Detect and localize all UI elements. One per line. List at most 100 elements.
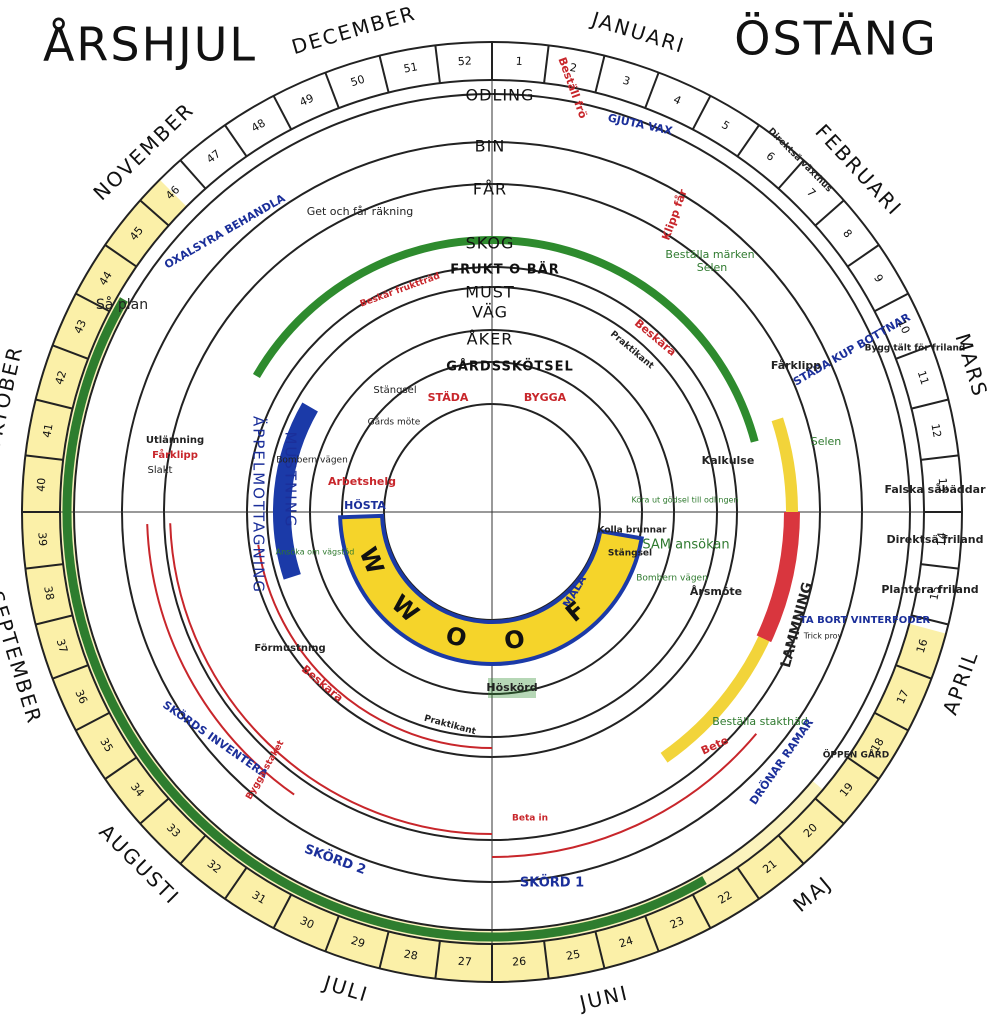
ring-label: BIN: [475, 137, 506, 156]
week-label: 25: [565, 947, 581, 962]
week-label: 43: [71, 318, 89, 336]
month-label: JULI: [319, 970, 372, 1007]
activity: Årsmöte: [690, 585, 742, 598]
week-tick: [272, 95, 293, 130]
week-tick: [736, 124, 760, 158]
activity: Get och får räkning: [307, 205, 414, 218]
ring-label: FRUKT O BÄR: [450, 262, 559, 278]
activity: Slakt: [148, 465, 173, 476]
activity: Falska såbäddar: [884, 483, 986, 496]
week-tick: [35, 614, 73, 626]
activity: SAM ansökan: [642, 538, 729, 553]
week-tick: [52, 664, 89, 680]
week-tick: [224, 866, 248, 900]
week-tick: [324, 72, 340, 109]
week-label: 2: [569, 61, 578, 75]
week-tick: [179, 159, 207, 190]
activity: Arbetshelg: [328, 475, 396, 488]
activity: Klipp får: [659, 187, 690, 242]
activity: Fårklipp: [771, 359, 821, 372]
week-tick: [104, 244, 138, 268]
activity: Trick prov: [803, 632, 843, 641]
week-label: 48: [249, 116, 268, 134]
activity: Fårklipp: [152, 448, 198, 461]
ring-label: ÅKER: [467, 330, 514, 349]
activity: Beta in: [512, 814, 548, 824]
week-label: 8: [840, 227, 855, 241]
red-arc: [491, 733, 758, 858]
week-tick: [139, 199, 170, 227]
week-label: 49: [298, 91, 316, 109]
week-tick: [594, 55, 606, 93]
activity: Förmustning: [254, 643, 325, 654]
red-arrow-arc: [146, 524, 295, 796]
activity: Beställa stakthäd: [712, 715, 808, 728]
week-tick: [35, 398, 73, 410]
week-label: 9: [871, 272, 886, 285]
hoskord-box: [488, 678, 536, 698]
week-label: 15: [927, 585, 942, 601]
week-tick: [895, 344, 932, 360]
week-tick: [691, 95, 712, 130]
week-label: 13: [936, 477, 950, 492]
activity: Höskörd: [486, 681, 537, 694]
week-tick: [895, 664, 932, 680]
ring-label: MUST: [465, 283, 514, 302]
week-tick: [691, 894, 712, 929]
activity: STÄDA: [428, 390, 469, 404]
ring-label: SKOG: [466, 234, 515, 253]
activity: Ansöka om vägstöd: [276, 548, 355, 557]
week-tick: [543, 940, 550, 979]
week-tick: [777, 834, 805, 865]
activity: Selen: [697, 261, 728, 274]
red-arc: [756, 511, 800, 643]
week-tick: [911, 614, 949, 626]
wwoof-band: [338, 513, 645, 666]
ring-label: FÅR: [473, 180, 507, 199]
week-label: 7: [804, 186, 818, 200]
month-label: JUNI: [575, 980, 630, 1015]
week-tick: [874, 711, 909, 732]
week-label: 31: [250, 888, 269, 906]
week-tick: [594, 931, 606, 969]
activity: Stängsel: [608, 549, 652, 559]
week-label: 28: [403, 947, 419, 962]
week-label: 44: [96, 269, 114, 288]
activity: Bygg tält för friland: [865, 344, 966, 354]
week-tick: [179, 834, 207, 865]
activity: Kolla brunnar: [598, 526, 668, 536]
week-label: 29: [349, 934, 366, 951]
week-label: 1: [515, 55, 523, 68]
blue-arc: [273, 402, 318, 580]
activity: Beställa märken: [665, 248, 754, 261]
week-label: 3: [621, 74, 632, 88]
week-label: 52: [457, 54, 472, 68]
week-tick: [104, 756, 138, 780]
activity: Plantera friland: [881, 583, 978, 596]
activity: SKÖRD 1: [520, 875, 584, 891]
activity: Så plan: [96, 296, 148, 313]
red-arrow-arc: [169, 523, 493, 835]
week-label: 37: [54, 637, 71, 654]
activity: TA BORT VINTERFODER: [800, 615, 931, 626]
week-tick: [139, 797, 170, 825]
title-right: ÖSTÄNG: [734, 12, 937, 66]
week-label: 40: [34, 477, 48, 492]
week-tick: [434, 45, 441, 84]
activity: Beskära: [299, 663, 346, 705]
activity: Utlämning: [146, 435, 204, 446]
week-tick: [52, 344, 89, 360]
activity: ÖPPEN GÅRD: [823, 750, 889, 761]
activity: Bombern vägen: [636, 574, 708, 584]
week-label: 41: [40, 423, 55, 439]
week-tick: [75, 711, 110, 732]
week-label: 18: [868, 736, 886, 755]
week-label: 30: [298, 914, 316, 932]
month-label: APRIL: [938, 647, 983, 718]
week-label: 38: [41, 585, 56, 601]
green-arc: [62, 297, 707, 942]
title-left: ÅRSHJUL: [43, 18, 257, 72]
week-label: 16: [914, 637, 931, 654]
week-tick: [324, 915, 340, 952]
